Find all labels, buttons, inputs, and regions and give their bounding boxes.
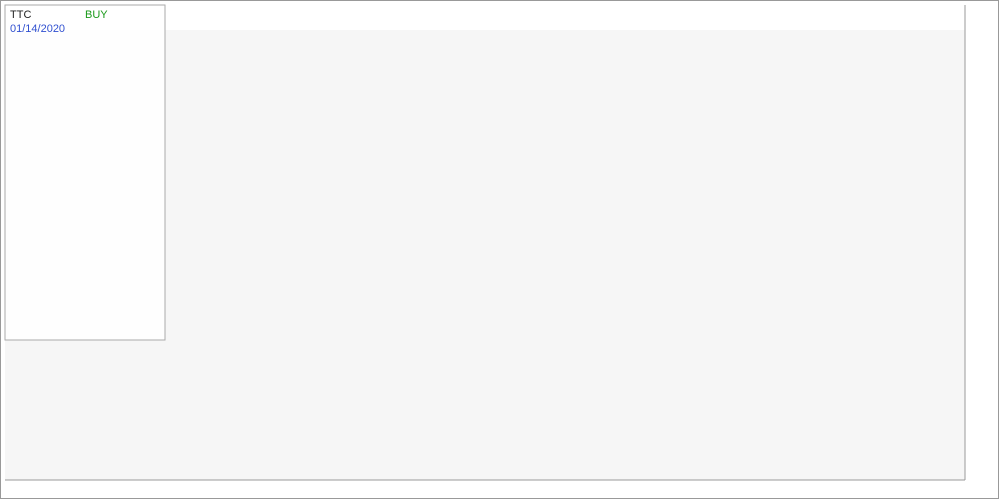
rating: BUY <box>85 9 108 21</box>
date: 01/14/2020 <box>10 23 65 35</box>
ticker: TTC <box>10 9 31 21</box>
info-panel <box>4 4 166 341</box>
